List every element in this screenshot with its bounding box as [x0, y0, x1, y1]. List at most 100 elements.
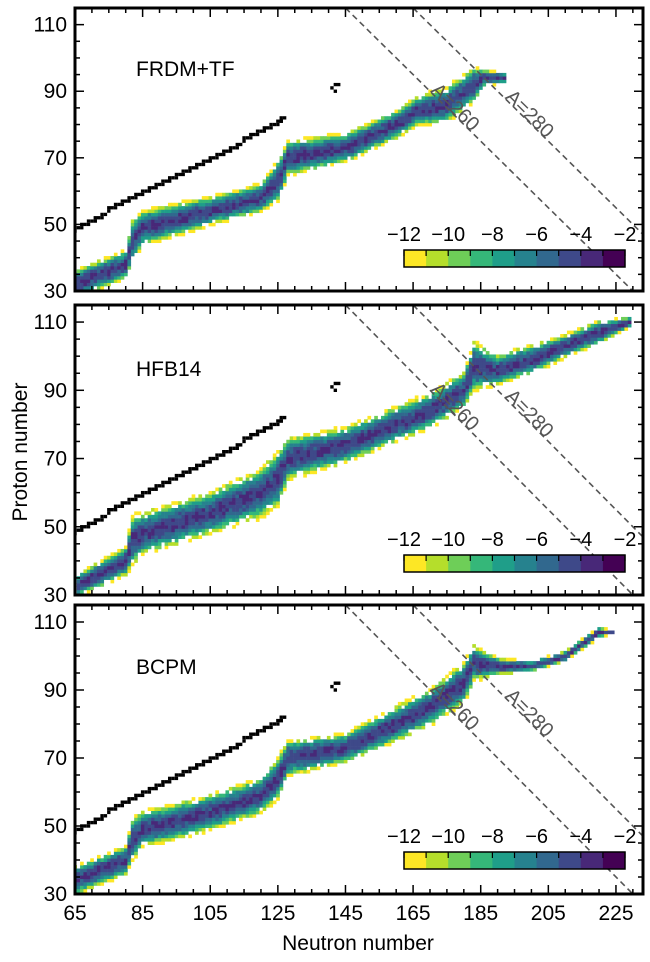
abundance-cell [492, 357, 497, 362]
abundance-cell [238, 790, 243, 794]
stable-nucleus [93, 219, 97, 223]
abundance-cell [499, 357, 503, 362]
stable-nucleus [157, 484, 162, 488]
abundance-cell [485, 661, 490, 665]
abundance-cell [506, 371, 510, 376]
abundance-cell [391, 119, 395, 124]
abundance-cell [134, 219, 138, 224]
abundance-cell [499, 368, 503, 372]
abundance-cell [438, 112, 443, 117]
isobar-lines: A=260 A=280 [344, 8, 643, 291]
abundance-cell [249, 480, 253, 485]
abundance-cell [266, 783, 270, 788]
abundance-cell [107, 871, 111, 876]
abundance-cell [428, 715, 432, 720]
abundance-cell [293, 439, 297, 444]
abundance-cell [134, 518, 138, 522]
abundance-cell [330, 456, 334, 461]
abundance-cell [245, 780, 250, 784]
abundance-cell [506, 378, 510, 383]
abundance-cell [364, 742, 368, 747]
abundance-cell [367, 132, 372, 137]
abundance-cell [178, 820, 182, 825]
abundance-cell [624, 323, 629, 328]
stable-nucleus [178, 773, 182, 777]
abundance-cell [107, 572, 111, 577]
stable-nucleus [110, 206, 114, 210]
abundance-cell [93, 865, 98, 869]
abundance-cell [468, 89, 473, 94]
abundance-cell [76, 871, 81, 876]
abundance-cell [86, 882, 91, 886]
abundance-cell [124, 252, 128, 257]
abundance-cell [191, 525, 196, 529]
abundance-cell [130, 555, 135, 560]
abundance-cell [485, 674, 490, 679]
abundance-cell [424, 715, 429, 720]
abundance-cell [90, 865, 94, 869]
abundance-cell [394, 712, 399, 716]
abundance-cell [100, 878, 105, 883]
abundance-cell [421, 119, 426, 124]
abundance-cell [394, 426, 399, 430]
abundance-cell [296, 166, 301, 170]
abundance-cell [394, 735, 399, 740]
abundance-cell [391, 419, 395, 423]
abundance-cell [181, 800, 186, 805]
abundance-cell [580, 344, 585, 348]
abundance-cell [100, 865, 105, 869]
abundance-cell [266, 797, 270, 801]
abundance-cell [475, 89, 480, 94]
abundance-cell [86, 579, 91, 584]
colorbar-segment [404, 250, 427, 267]
stable-nucleus [178, 473, 182, 478]
abundance-cell [188, 511, 192, 516]
abundance-cell [546, 344, 551, 348]
abundance-cell [472, 374, 476, 379]
abundance-cell [303, 739, 307, 743]
abundance-cell [235, 814, 240, 818]
abundance-cell [624, 327, 629, 331]
abundance-cell [550, 347, 554, 352]
abundance-cell [103, 861, 108, 866]
abundance-cell [134, 239, 138, 244]
abundance-cell [546, 664, 551, 669]
abundance-cell [249, 807, 253, 811]
abundance-cell [191, 817, 196, 822]
abundance-cell [323, 450, 328, 454]
stable-nucleus [130, 196, 135, 200]
abundance-cell [479, 86, 483, 90]
stable-nucleus [140, 494, 145, 498]
abundance-cell [225, 501, 230, 505]
abundance-cell [445, 398, 449, 403]
abundance-cell [428, 701, 432, 706]
abundance-cell [499, 76, 503, 80]
abundance-cell [134, 538, 138, 543]
abundance-cell [279, 453, 284, 458]
stable-nucleus [235, 443, 239, 447]
abundance-cell [96, 269, 101, 273]
abundance-cell [93, 871, 98, 876]
stable-nucleus [215, 756, 219, 760]
abundance-cell [408, 698, 412, 703]
abundance-cell [380, 139, 385, 144]
colorbar-segment [426, 250, 449, 267]
abundance-cell [347, 152, 351, 157]
stable-nucleus [279, 718, 283, 723]
abundance-cell [262, 484, 267, 488]
abundance-cell [178, 528, 182, 533]
abundance-cell [255, 470, 260, 475]
abundance-cell [161, 807, 165, 811]
abundance-cell [238, 199, 243, 204]
abundance-cell [242, 814, 247, 818]
abundance-cell [181, 514, 186, 519]
stable-nucleus [337, 82, 341, 87]
abundance-cell [96, 878, 101, 883]
abundance-cell [506, 374, 510, 379]
abundance-cell [245, 518, 250, 522]
abundance-cell [259, 473, 263, 478]
abundance-cell [577, 344, 581, 348]
abundance-cell [522, 357, 527, 362]
abundance-cell [593, 323, 598, 328]
abundance-cell [468, 674, 473, 679]
